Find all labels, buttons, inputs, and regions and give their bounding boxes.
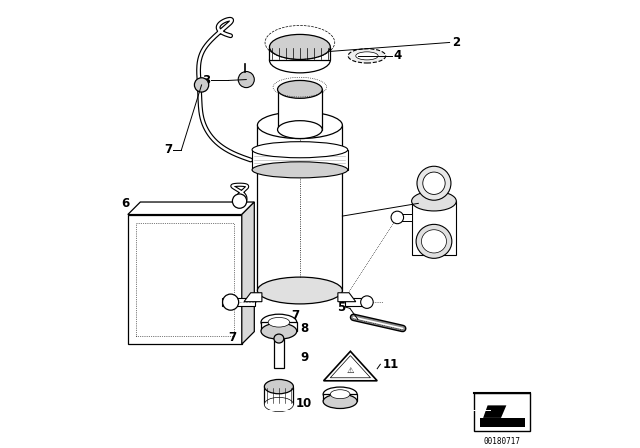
Bar bbox=[474, 393, 530, 431]
Polygon shape bbox=[221, 298, 255, 306]
Text: 7: 7 bbox=[228, 331, 237, 344]
Polygon shape bbox=[244, 293, 262, 302]
Text: 10: 10 bbox=[296, 396, 312, 409]
Polygon shape bbox=[398, 214, 412, 221]
Ellipse shape bbox=[268, 318, 290, 327]
Text: 00180717: 00180717 bbox=[484, 437, 520, 446]
Ellipse shape bbox=[356, 52, 378, 60]
Polygon shape bbox=[128, 202, 254, 215]
Ellipse shape bbox=[232, 194, 246, 208]
Text: 8: 8 bbox=[300, 322, 308, 335]
Text: 1: 1 bbox=[420, 197, 429, 210]
Polygon shape bbox=[274, 339, 284, 368]
Ellipse shape bbox=[261, 323, 297, 339]
Ellipse shape bbox=[252, 142, 348, 158]
Polygon shape bbox=[278, 90, 322, 129]
Ellipse shape bbox=[261, 314, 297, 330]
Ellipse shape bbox=[361, 296, 373, 308]
Ellipse shape bbox=[330, 390, 350, 399]
Ellipse shape bbox=[417, 166, 451, 200]
Text: ⚠: ⚠ bbox=[347, 366, 354, 375]
Polygon shape bbox=[257, 125, 342, 290]
Polygon shape bbox=[128, 215, 242, 344]
Ellipse shape bbox=[223, 294, 239, 310]
Ellipse shape bbox=[323, 394, 357, 409]
Text: 3: 3 bbox=[202, 74, 211, 87]
Ellipse shape bbox=[274, 334, 284, 343]
Polygon shape bbox=[269, 47, 330, 60]
Ellipse shape bbox=[269, 48, 330, 73]
Text: 7: 7 bbox=[164, 143, 173, 156]
Polygon shape bbox=[324, 351, 377, 381]
Ellipse shape bbox=[412, 191, 456, 211]
Text: 2: 2 bbox=[452, 36, 460, 49]
Ellipse shape bbox=[348, 49, 386, 63]
Polygon shape bbox=[412, 201, 456, 255]
Ellipse shape bbox=[269, 34, 330, 60]
Text: 9: 9 bbox=[300, 351, 308, 364]
Polygon shape bbox=[252, 150, 348, 170]
Polygon shape bbox=[483, 405, 506, 418]
Ellipse shape bbox=[278, 121, 322, 138]
Ellipse shape bbox=[238, 72, 254, 88]
Polygon shape bbox=[344, 298, 369, 306]
Ellipse shape bbox=[416, 224, 452, 258]
Text: 7: 7 bbox=[291, 309, 299, 322]
Ellipse shape bbox=[423, 172, 445, 194]
Text: 6: 6 bbox=[121, 197, 129, 210]
Bar bbox=[479, 418, 525, 427]
Polygon shape bbox=[242, 202, 254, 344]
Ellipse shape bbox=[323, 387, 357, 401]
Ellipse shape bbox=[195, 78, 209, 92]
Polygon shape bbox=[323, 394, 357, 401]
Ellipse shape bbox=[252, 162, 348, 178]
Ellipse shape bbox=[422, 230, 447, 253]
Ellipse shape bbox=[264, 379, 293, 394]
Ellipse shape bbox=[257, 112, 342, 138]
Ellipse shape bbox=[264, 397, 293, 412]
Ellipse shape bbox=[391, 211, 404, 224]
Text: 5: 5 bbox=[337, 301, 346, 314]
Text: 4: 4 bbox=[394, 49, 402, 62]
Ellipse shape bbox=[278, 81, 322, 98]
Polygon shape bbox=[338, 293, 356, 302]
Text: 11: 11 bbox=[383, 358, 399, 371]
Ellipse shape bbox=[257, 277, 342, 304]
Polygon shape bbox=[261, 322, 297, 331]
Polygon shape bbox=[264, 387, 293, 405]
